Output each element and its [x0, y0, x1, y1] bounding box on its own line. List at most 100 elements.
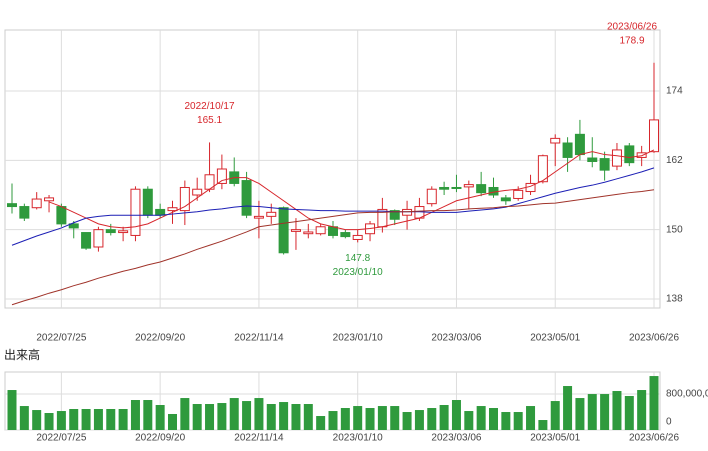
candle-body [68, 223, 79, 229]
volume-bar [254, 398, 264, 430]
annotation-date: 2022/10/17 [185, 101, 235, 112]
volume-bar [501, 412, 511, 430]
volume-bar [612, 391, 622, 430]
candle-body [241, 180, 252, 216]
x-tick-label: 2023/06/26 [629, 333, 679, 344]
y-tick-label: 800,000,000 [666, 389, 708, 400]
volume-bar [316, 416, 326, 430]
candle-body [439, 186, 450, 190]
candle-body [93, 229, 104, 248]
volume-bar [328, 411, 338, 430]
annotation-date: 2023/01/10 [333, 267, 383, 278]
candle-body [513, 189, 524, 199]
volume-bar [427, 408, 437, 430]
candle-body [328, 226, 338, 236]
moving-average-line [11, 189, 655, 306]
moving-average-line [11, 167, 655, 246]
volume-bar [19, 406, 29, 430]
candle-body [81, 232, 92, 249]
volume-bar [637, 390, 647, 430]
x-tick-label: 2023/05/01 [530, 333, 580, 344]
volume-bar [205, 404, 215, 430]
volume-bar [439, 405, 449, 430]
volume-bar [563, 386, 573, 430]
x-tick-label: 2022/07/25 [36, 433, 86, 444]
annotation-value: 178.9 [619, 35, 644, 46]
volume-bar [32, 410, 42, 430]
volume-bar [130, 400, 140, 430]
candle-body [476, 184, 487, 194]
candle-body [463, 184, 474, 188]
volume-bar [7, 390, 17, 430]
candle-body [500, 197, 511, 202]
candle-body [352, 234, 363, 240]
volume-bar [303, 404, 313, 430]
candle-body [587, 157, 598, 162]
volume-bar [229, 398, 239, 430]
volume-bar [414, 410, 424, 430]
candle-body [192, 188, 203, 196]
volume-bar [377, 406, 387, 430]
volume-bar [106, 409, 116, 430]
volume-bar [279, 402, 289, 430]
candle-body [142, 188, 153, 216]
x-tick-label: 2022/09/20 [135, 433, 185, 444]
volume-bar [192, 404, 202, 430]
x-tick-label: 2022/11/14 [234, 333, 284, 344]
annotation-value: 165.1 [197, 115, 222, 126]
volume-bar [180, 398, 190, 430]
candle-body [31, 198, 42, 209]
volume-title: 出来高 [4, 347, 40, 362]
volume-bar [390, 406, 400, 430]
volume-bar [93, 409, 103, 430]
candle-body [451, 186, 462, 189]
candle-body [562, 142, 573, 158]
candle-body [266, 211, 277, 217]
candle-body [636, 152, 647, 158]
x-tick-label: 2023/01/10 [333, 433, 383, 444]
candle-body [216, 168, 227, 184]
volume-bar [155, 405, 165, 430]
volume-bar [575, 398, 585, 430]
candle-body [278, 207, 289, 254]
candle-body [340, 232, 351, 238]
candle-body [118, 230, 129, 234]
candle-body [624, 145, 635, 164]
candle-body [315, 226, 326, 235]
volume-bar [402, 412, 412, 430]
x-tick-label: 2022/07/25 [36, 333, 86, 344]
candle-body [56, 206, 67, 225]
y-tick-label: 162 [666, 155, 683, 166]
y-tick-label: 0 [666, 417, 672, 428]
volume-bar [143, 400, 153, 430]
volume-bar [168, 413, 177, 430]
candle-body [253, 215, 264, 219]
candle-body [167, 207, 178, 212]
y-tick-label: 174 [666, 86, 683, 97]
volume-bar [242, 401, 252, 430]
moving-average-line [48, 149, 655, 231]
candle-body [389, 210, 400, 220]
volume-bar [81, 409, 91, 430]
price-frame [4, 29, 661, 309]
x-tick-label: 2023/03/06 [431, 433, 481, 444]
y-tick-label: 150 [666, 224, 683, 235]
volume-bar [526, 406, 536, 430]
volume-bar [340, 408, 350, 430]
annotation-date: 2023/06/26 [607, 21, 657, 32]
candle-body [303, 231, 314, 235]
volume-bar [266, 404, 276, 430]
volume-bar [44, 413, 54, 430]
volume-bar [600, 394, 610, 430]
candle-body [550, 137, 561, 144]
x-tick-label: 2023/01/10 [333, 333, 383, 344]
volume-bar [476, 406, 486, 430]
volume-bar [464, 411, 474, 430]
candle-body [179, 186, 190, 212]
candle-body [611, 149, 622, 167]
candle-body [290, 229, 301, 232]
volume-bar [587, 394, 597, 430]
volume-bar [451, 400, 461, 430]
